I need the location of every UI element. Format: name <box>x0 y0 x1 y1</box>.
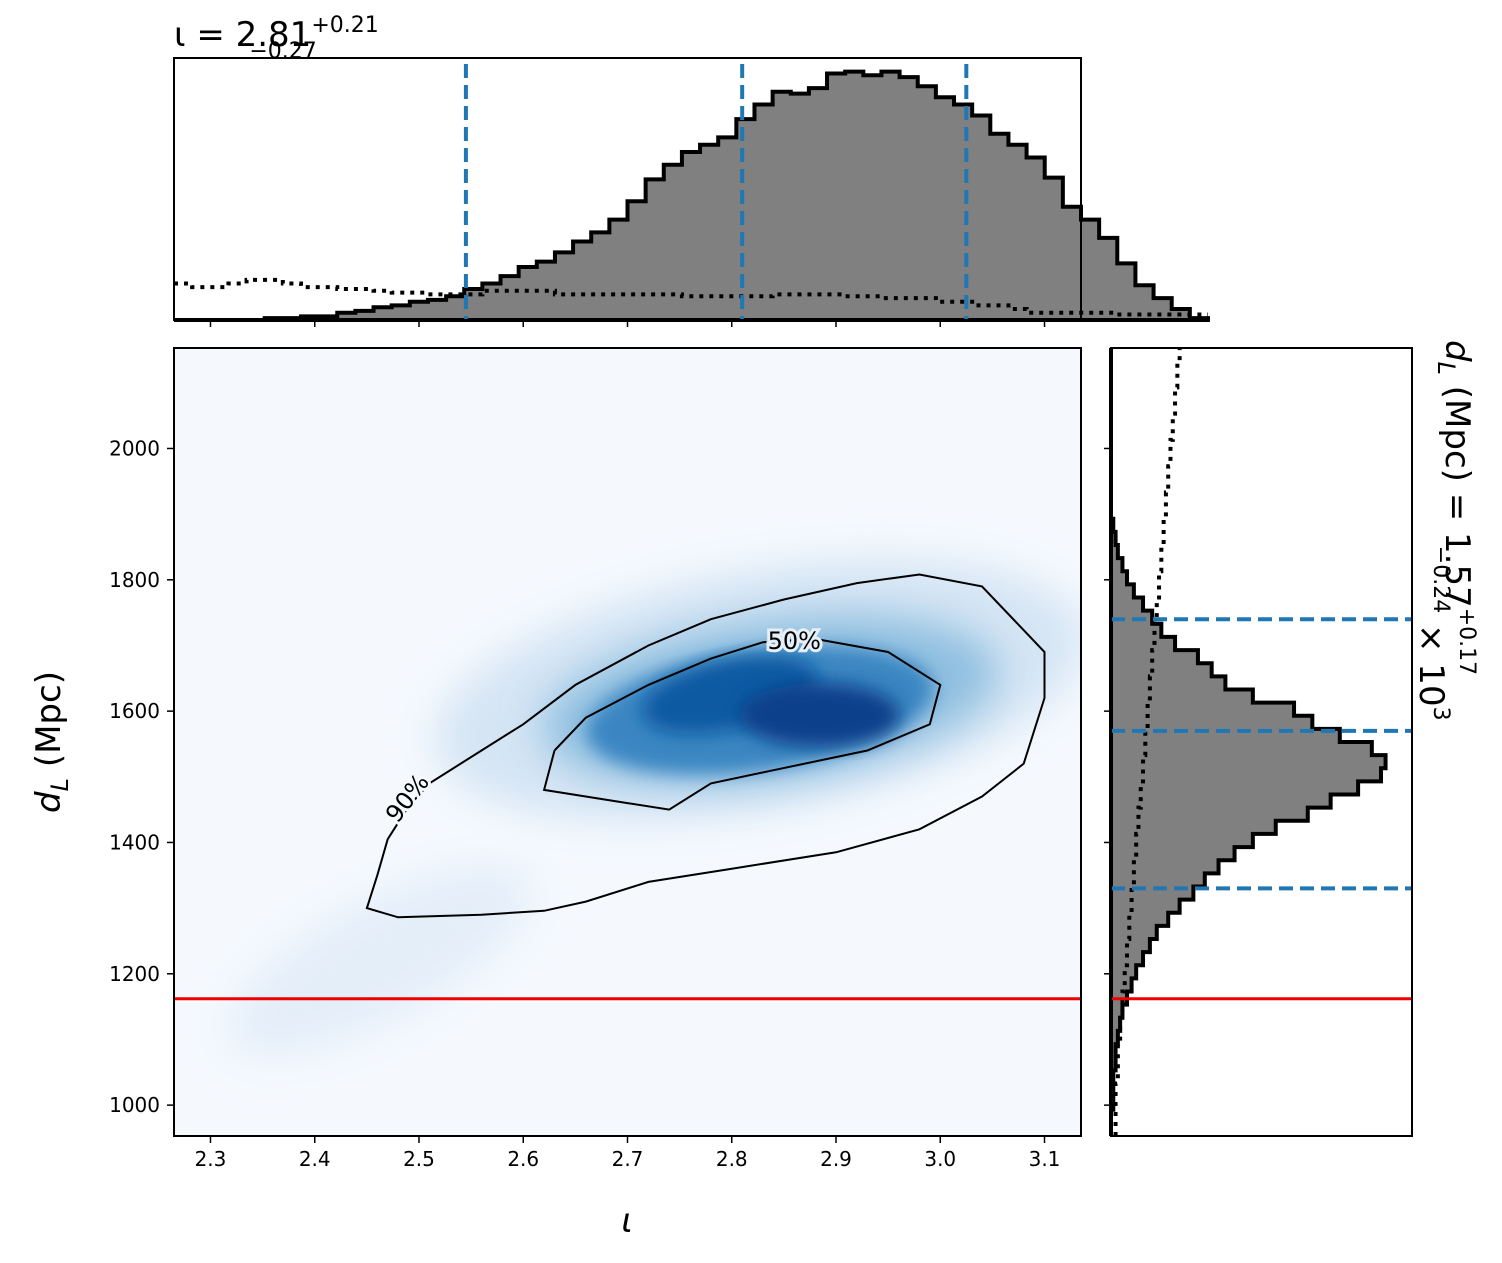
main-2d-panel: 90%50% 2.3 2.4 2.5 2.6 2.7 2.8 2.9 3.0 3.1100012… <box>29 347 1082 1241</box>
y-tick-label-1600: 1600 <box>109 699 160 723</box>
side-title-sup: +0.17 <box>1454 608 1479 675</box>
y-axis-label: dL (Mpc) <box>29 671 74 813</box>
side-panel-title: dL (Mpc) = 1.57+0.17−0.24 × 103 <box>1411 340 1479 721</box>
top-title-sup: +0.21 <box>311 13 378 38</box>
top-panel-title: ι = 2.81+0.21 −0.27 <box>174 13 379 64</box>
top-title-sub: −0.27 <box>249 39 316 64</box>
x-axis-label: ι <box>621 1201 633 1241</box>
density-core-right <box>740 683 900 747</box>
side-title-main: (Mpc) = 1.57 <box>1437 375 1477 608</box>
y-tick-label-1200: 1200 <box>109 962 160 986</box>
y-tick-label-1800: 1800 <box>109 568 160 592</box>
density-heatmap <box>227 558 1081 1056</box>
side-marginal-panel: dL (Mpc) = 1.57+0.17−0.24 × 103 <box>1104 340 1479 1137</box>
top-posterior-histogram <box>174 69 1210 322</box>
contour-50pct <box>542 637 942 811</box>
side-panel-frame <box>1110 347 1413 1137</box>
x-tick-label-3.0: 3.0 <box>924 1147 956 1171</box>
x-tick-label-2.6: 2.6 <box>507 1147 539 1171</box>
side-title-exponent: 3 <box>1428 707 1453 721</box>
x-tick-label-3.1: 3.1 <box>1029 1147 1061 1171</box>
x-tick-label-2.3: 2.3 <box>195 1147 227 1171</box>
y-tick-label-2000: 2000 <box>109 436 160 460</box>
side-title-symbol: d <box>1437 340 1477 362</box>
x-tick-label-2.9: 2.9 <box>820 1147 852 1171</box>
y-axis-label-unit: (Mpc) <box>29 671 69 778</box>
side-prior-histogram <box>1113 348 1182 1136</box>
contour-90pct <box>365 573 1046 919</box>
density-tail <box>227 864 533 1056</box>
y-tick-label-1400: 1400 <box>109 830 160 854</box>
x-tick-label-2.4: 2.4 <box>299 1147 331 1171</box>
side-title-subscript: L <box>1432 362 1460 375</box>
contour-label-50pct: 50% <box>768 627 821 655</box>
y-axis-label-subscript: L <box>46 778 74 791</box>
x-tick-label-2.7: 2.7 <box>612 1147 644 1171</box>
top-title-main: ι = 2.81 <box>174 15 311 55</box>
x-tick-label-2.5: 2.5 <box>403 1147 435 1171</box>
top-marginal-panel: ι = 2.81+0.21 −0.27 <box>173 13 1210 327</box>
side-title-sub2: −0.24 <box>1428 546 1453 613</box>
y-axis-label-symbol: d <box>29 791 69 813</box>
y-tick-label-1000: 1000 <box>109 1093 160 1117</box>
x-tick-label-2.8: 2.8 <box>716 1147 748 1171</box>
side-title-tail: × 10 <box>1411 613 1451 706</box>
side-posterior-histogram <box>1109 348 1388 1136</box>
top-prior-histogram <box>174 277 1208 317</box>
